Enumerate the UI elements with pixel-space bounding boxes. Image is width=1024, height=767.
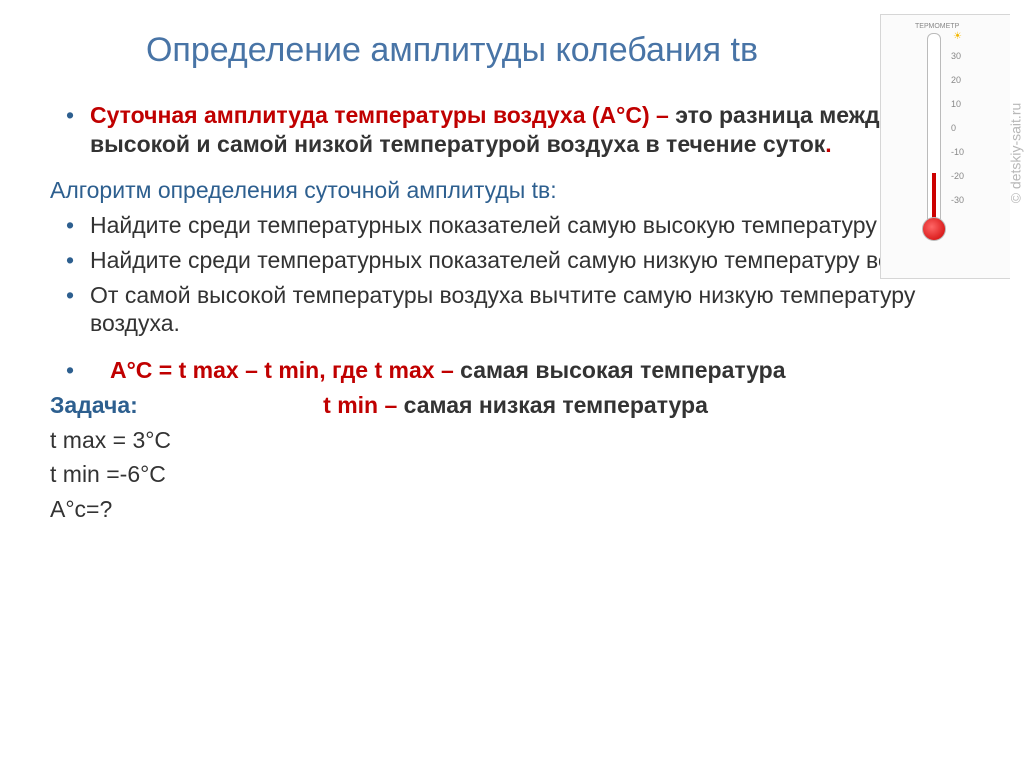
algo-step-2-text: Найдите среди температурных показателей … (90, 247, 956, 273)
sun-icon: ☀ (953, 31, 962, 42)
thermo-tick: 30 (951, 51, 961, 61)
definition-bullet: Суточная амплитуда температуры воздуха (… (50, 101, 974, 159)
thermo-tick: 20 (951, 75, 961, 85)
slide-title: Определение амплитуды колебания tв (50, 30, 974, 71)
algorithm-heading: Алгоритм определения суточной амплитуды … (50, 176, 974, 205)
formula-bullet: А°С = t max – t min, где t max – самая в… (50, 356, 974, 385)
definition-stop: . (825, 131, 831, 157)
algo-step-3-text: От самой высокой температуры воздуха выч… (90, 282, 915, 337)
thermometer-label: ТЕРМОМЕТР (915, 23, 959, 30)
algo-step-1-text: Найдите среди температурных показателей … (90, 212, 973, 238)
watermark-text: © detskiy-sait.ru (1008, 103, 1024, 204)
definition-highlight: Суточная амплитуда температуры воздуха (… (90, 102, 675, 128)
thermometer-illustration: ТЕРМОМЕТР ☀ 30 20 10 0 -10 -20 -30 © det… (880, 14, 1010, 279)
task-val-2: t min =-6°С (50, 460, 974, 489)
thermo-tick: -10 (951, 147, 964, 157)
thermo-tick: 0 (951, 123, 956, 133)
task-line: Задача: t min – самая низкая температура (50, 391, 974, 420)
task-label: Задача: (50, 392, 323, 418)
algo-step-2: Найдите среди температурных показателей … (50, 246, 974, 275)
algo-step-3: От самой высокой температуры воздуха выч… (50, 281, 974, 339)
formula-text: А°С = t max – t min, где t max – (110, 357, 460, 383)
task-val-1: t max = 3°С (50, 426, 974, 455)
thermo-tick: 10 (951, 99, 961, 109)
task-var: t min – (323, 392, 404, 418)
thermo-tick: -30 (951, 195, 964, 205)
task-var-desc: самая низкая температура (404, 392, 708, 418)
thermo-tick: -20 (951, 171, 964, 181)
thermometer-body: 30 20 10 0 -10 -20 -30 (921, 33, 947, 243)
algo-step-1: Найдите среди температурных показателей … (50, 211, 974, 240)
formula-desc: самая высокая температура (460, 357, 785, 383)
task-val-3: А°с=? (50, 495, 974, 524)
